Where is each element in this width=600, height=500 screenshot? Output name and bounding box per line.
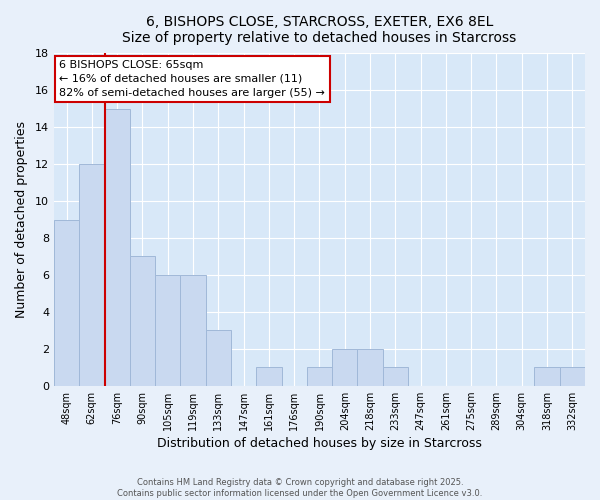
Bar xyxy=(560,367,585,386)
Bar xyxy=(358,349,383,386)
Bar xyxy=(181,275,206,386)
Bar xyxy=(54,220,79,386)
Bar xyxy=(155,275,181,386)
Bar xyxy=(79,164,104,386)
Title: 6, BISHOPS CLOSE, STARCROSS, EXETER, EX6 8EL
Size of property relative to detach: 6, BISHOPS CLOSE, STARCROSS, EXETER, EX6… xyxy=(122,15,517,45)
Bar xyxy=(206,330,231,386)
Y-axis label: Number of detached properties: Number of detached properties xyxy=(15,121,28,318)
Text: 6 BISHOPS CLOSE: 65sqm
← 16% of detached houses are smaller (11)
82% of semi-det: 6 BISHOPS CLOSE: 65sqm ← 16% of detached… xyxy=(59,60,325,98)
Bar xyxy=(332,349,358,386)
Bar xyxy=(307,367,332,386)
X-axis label: Distribution of detached houses by size in Starcross: Distribution of detached houses by size … xyxy=(157,437,482,450)
Bar xyxy=(104,108,130,386)
Bar xyxy=(383,367,408,386)
Bar xyxy=(130,256,155,386)
Bar xyxy=(256,367,281,386)
Bar xyxy=(535,367,560,386)
Text: Contains HM Land Registry data © Crown copyright and database right 2025.
Contai: Contains HM Land Registry data © Crown c… xyxy=(118,478,482,498)
